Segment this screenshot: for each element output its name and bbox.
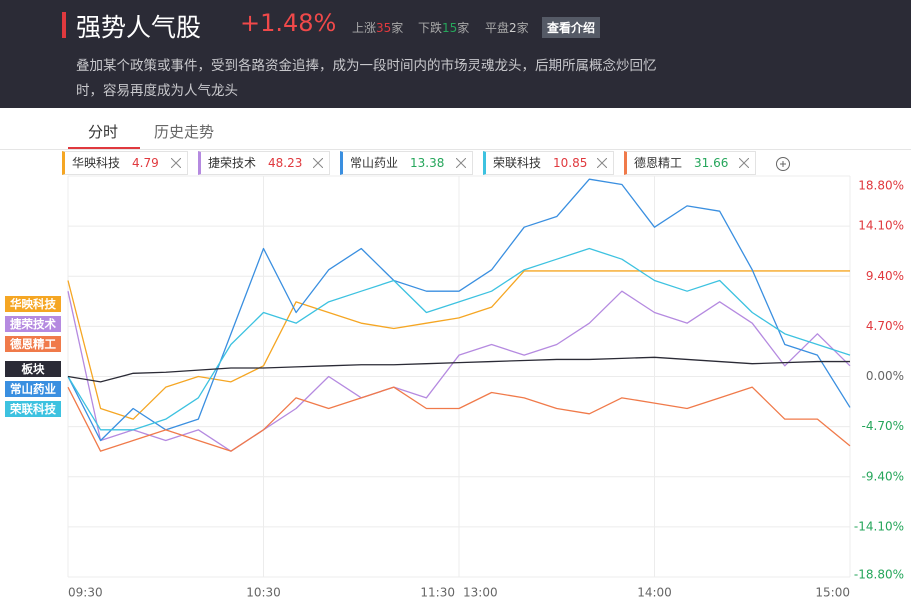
- series-line: [67, 178, 851, 442]
- description: 叠加某个政策或事件，受到各路资金追捧，成为一段时间内的市场灵魂龙头，后期所属概念…: [76, 58, 657, 74]
- series-label: 华映科技: [5, 296, 61, 312]
- y-tick-label: -18.80%: [854, 568, 904, 582]
- legend-name: 华映科技: [72, 156, 121, 170]
- title-accent: [62, 12, 66, 38]
- legend-item: 华映科技 4.79: [62, 151, 188, 175]
- legend-name: 捷荣技术: [208, 156, 257, 170]
- series-label: 常山药业: [5, 381, 61, 397]
- series-label: 捷荣技术: [5, 316, 61, 332]
- x-tick-label: 11:30: [420, 586, 455, 600]
- stat-unit: 家: [457, 21, 470, 35]
- remove-icon[interactable]: [739, 158, 749, 168]
- legend-name: 德恩精工: [634, 156, 683, 170]
- legend-price: 10.85: [553, 156, 588, 170]
- series-line: [67, 356, 850, 383]
- description: 时，容易再度成为人气龙头: [76, 83, 238, 99]
- y-tick-label: 18.80%: [858, 179, 904, 193]
- y-tick-label: -4.70%: [862, 419, 904, 433]
- stat-count: 35: [376, 21, 392, 35]
- series-line: [67, 270, 850, 420]
- y-tick-label: 0.00%: [866, 369, 904, 383]
- remove-icon[interactable]: [171, 158, 181, 168]
- stat-unit: 家: [516, 21, 529, 35]
- series-label: 荣联科技: [5, 401, 61, 417]
- stat-label: 上涨: [352, 21, 377, 35]
- x-tick-label: 14:00: [637, 586, 672, 600]
- legend-price: 4.79: [132, 156, 159, 170]
- remove-icon[interactable]: [597, 158, 607, 168]
- y-tick-label: -14.10%: [854, 519, 904, 533]
- tab[interactable]: 分时: [88, 123, 119, 141]
- chart: 18.80% 14.10% 9.40% 4.70% 0.00% -4.70% -9.40% -…: [67, 175, 904, 600]
- stat: 平盘2家: [485, 19, 529, 36]
- x-tick-label: 10:30: [246, 586, 281, 600]
- y-tick-label: -9.40%: [862, 469, 904, 483]
- stat-label: 平盘: [485, 21, 510, 35]
- series-line: [67, 247, 851, 431]
- series-line: [67, 386, 851, 452]
- intro-button[interactable]: 查看介绍: [542, 17, 601, 38]
- x-tick-label: 13:00: [463, 586, 498, 600]
- stat: 下跌15家: [418, 19, 469, 36]
- y-tick-label: 14.10%: [858, 219, 904, 233]
- stat-count: 2: [509, 21, 517, 35]
- legend-item: 常山药业 13.38: [340, 151, 473, 175]
- y-tick-label: 9.40%: [866, 269, 904, 283]
- stat-label: 下跌: [418, 21, 443, 35]
- stat-unit: 家: [391, 21, 404, 35]
- add-button[interactable]: [774, 155, 792, 173]
- tab[interactable]: 历史走势: [154, 123, 215, 141]
- tab-indicator: [68, 147, 140, 149]
- remove-icon[interactable]: [313, 158, 323, 168]
- header: [0, 0, 911, 108]
- x-tick-label: 15:00: [815, 586, 850, 600]
- legend-name: 荣联科技: [493, 156, 542, 170]
- title: 强势人气股: [76, 13, 202, 42]
- legend-item: 德恩精工 31.66: [624, 151, 756, 175]
- stat-count: 15: [442, 21, 458, 35]
- legend-price: 31.66: [694, 156, 729, 170]
- y-tick-label: 4.70%: [866, 319, 904, 333]
- series-label: 德恩精工: [5, 336, 61, 352]
- legend-item: 捷荣技术 48.23: [198, 151, 330, 175]
- divider: [0, 149, 911, 150]
- series-label: 板块: [5, 361, 61, 377]
- legend-price: 48.23: [268, 156, 303, 170]
- remove-icon[interactable]: [456, 158, 466, 168]
- legend-price: 13.38: [410, 156, 445, 170]
- stat: 上涨35家: [352, 19, 403, 36]
- x-tick-label: 09:30: [68, 586, 103, 600]
- series-line: [67, 290, 851, 452]
- change: +1.48%: [240, 9, 337, 37]
- legend-item: 荣联科技 10.85: [483, 151, 614, 175]
- legend-name: 常山药业: [350, 156, 399, 170]
